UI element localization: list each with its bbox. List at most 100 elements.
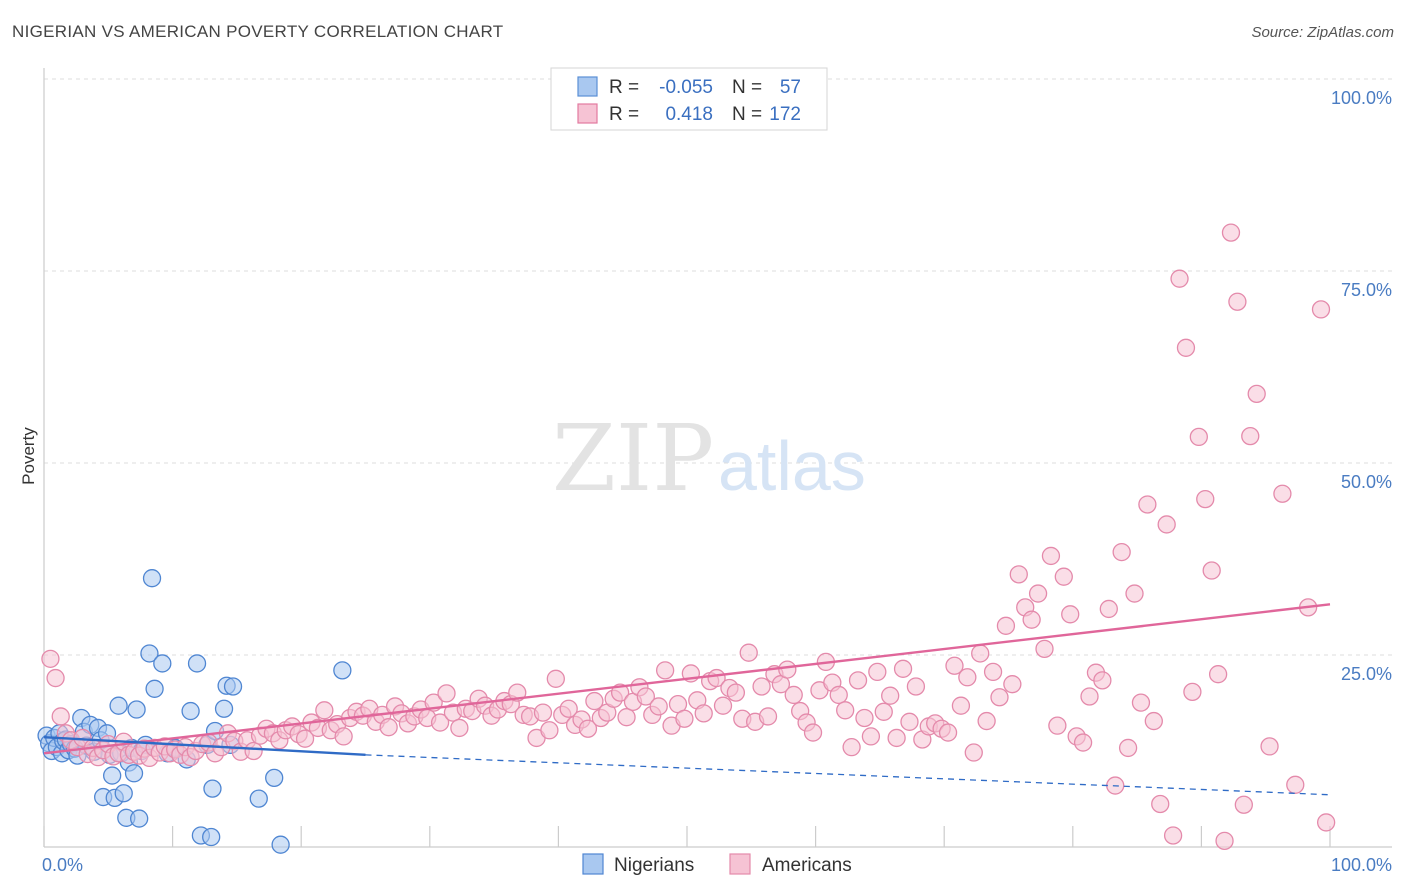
nigerians-point (145, 679, 164, 698)
americans-point (1041, 546, 1061, 566)
legend-r-label: R = (609, 77, 639, 98)
americans-point (874, 702, 893, 721)
americans-point (1183, 682, 1202, 702)
americans-point (1316, 813, 1336, 832)
americans-point (655, 661, 675, 680)
americans-point (900, 712, 919, 731)
legend-swatch (577, 103, 598, 124)
y-tick-label: 25.0% (1341, 664, 1392, 684)
americans-point (450, 718, 469, 738)
americans-point (945, 656, 964, 675)
legend-r-value: -0.055 (659, 77, 713, 98)
americans-point (778, 660, 797, 679)
legend-n-label: N = (732, 77, 762, 98)
americans-point (1202, 561, 1221, 580)
nigerians-point (249, 789, 268, 808)
nigerians-trend-line (43, 735, 366, 757)
americans-point (1144, 711, 1163, 731)
americans-point (1080, 687, 1099, 706)
nigerians-point (127, 700, 146, 719)
nigerians-point (271, 835, 290, 854)
y-axis-label: Poverty (19, 427, 38, 485)
americans-point (1125, 584, 1144, 603)
americans-point (1176, 338, 1196, 357)
americans-point (46, 668, 65, 688)
americans-point (244, 741, 263, 761)
chart-title: NIGERIAN VS AMERICAN POVERTY CORRELATION… (12, 22, 504, 41)
americans-point (842, 738, 861, 757)
americans-point (379, 718, 398, 737)
americans-point (1273, 484, 1292, 503)
americans-point (1151, 794, 1170, 814)
bottom-legend-label-nigerians: Nigerians (614, 855, 694, 876)
nigerians-point (223, 677, 243, 696)
grid-lines (44, 78, 1392, 656)
americans-point (739, 643, 758, 662)
americans-point (1170, 269, 1189, 288)
watermark-zip: ZIP (552, 405, 714, 512)
nigerians-point (187, 654, 207, 673)
nigerians-point (124, 764, 144, 783)
legend-n-value: 57 (780, 77, 801, 98)
americans-point (636, 687, 655, 706)
americans-point (1048, 716, 1067, 735)
americans-point (983, 662, 1003, 682)
americans-point (1073, 733, 1093, 752)
americans-point (540, 721, 559, 740)
bottom-legend: Nigerians Americans (582, 853, 852, 876)
x-tick-label: 0.0% (42, 855, 83, 875)
bottom-legend-swatch-nigerians (582, 853, 604, 875)
americans-point (41, 649, 60, 668)
nigerians-point (181, 701, 200, 721)
x-tick-labels: 0.0% 100.0% (42, 855, 1392, 875)
watermark: ZIP atlas (552, 405, 866, 512)
nigerians-points (37, 569, 352, 854)
americans-point (295, 729, 315, 748)
americans-point (829, 685, 848, 705)
source-credit: Source: ZipAtlas.com (1251, 24, 1394, 41)
americans-point (1022, 610, 1041, 629)
y-tick-label: 75.0% (1341, 280, 1392, 300)
americans-point (610, 683, 630, 702)
y-tick-label: 50.0% (1341, 472, 1392, 492)
americans-point (1035, 639, 1054, 659)
nigerians-point (202, 827, 221, 847)
americans-point (1157, 515, 1176, 534)
americans-point (836, 701, 855, 720)
americans-point (1241, 426, 1260, 446)
americans-point (1054, 567, 1073, 586)
americans-point (1221, 223, 1241, 242)
americans-point (803, 723, 823, 742)
americans-point (533, 703, 553, 722)
nigerians-point (142, 569, 162, 588)
nigerians-point (333, 661, 352, 680)
americans-point (675, 709, 694, 728)
americans-point (758, 707, 778, 726)
americans-point (1196, 489, 1215, 509)
legend-r-label: R = (609, 104, 639, 125)
americans-point (578, 719, 598, 738)
americans-point (1003, 675, 1022, 694)
americans-point (977, 711, 996, 731)
americans-point (546, 669, 565, 688)
axes (43, 68, 1392, 848)
americans-point (951, 696, 971, 715)
americans-point (868, 662, 887, 682)
americans-point (881, 686, 900, 705)
americans-point (1131, 693, 1151, 712)
nigerians-trend-extension (365, 754, 1331, 796)
nigerians-point (203, 779, 222, 798)
americans-point (784, 685, 803, 705)
americans-point (887, 728, 906, 748)
americans-point (906, 677, 926, 696)
americans-point (990, 688, 1009, 707)
americans-point (1061, 605, 1080, 624)
bottom-legend-swatch-americans (729, 853, 751, 875)
legend: R = -0.055 N = 57 R = 0.418 N = 172 (550, 67, 828, 131)
americans-point (1208, 665, 1228, 684)
nigerians-point (103, 766, 122, 785)
americans-point (315, 701, 334, 720)
americans-point (437, 684, 456, 703)
y-tick-label: 100.0% (1331, 88, 1392, 108)
americans-point (1228, 292, 1247, 311)
